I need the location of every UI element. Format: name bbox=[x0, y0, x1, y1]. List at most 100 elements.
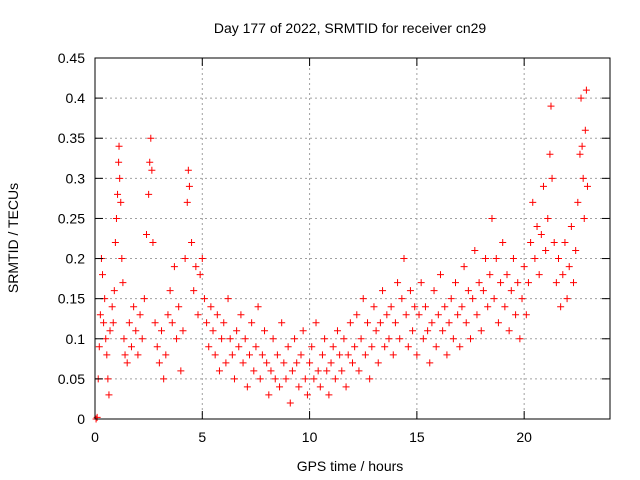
data-point bbox=[226, 335, 234, 343]
data-point bbox=[162, 351, 170, 359]
data-point bbox=[108, 303, 116, 311]
data-point bbox=[370, 303, 378, 311]
data-point bbox=[284, 343, 292, 351]
y-tick-label: 0 bbox=[77, 411, 85, 427]
data-point bbox=[96, 311, 104, 319]
data-point bbox=[462, 319, 470, 327]
data-point bbox=[501, 303, 509, 311]
data-point bbox=[254, 303, 262, 311]
data-point bbox=[288, 367, 296, 375]
data-point bbox=[194, 311, 202, 319]
data-point bbox=[406, 287, 414, 295]
data-point bbox=[445, 319, 453, 327]
data-point bbox=[430, 287, 438, 295]
data-point bbox=[125, 319, 133, 327]
data-point bbox=[143, 230, 150, 238]
y-tick-label: 0.3 bbox=[66, 170, 86, 186]
data-point bbox=[318, 351, 326, 359]
y-tick-label: 0.4 bbox=[66, 90, 86, 106]
data-point bbox=[327, 359, 335, 367]
data-point bbox=[415, 311, 423, 319]
data-point bbox=[507, 287, 515, 295]
data-point bbox=[351, 343, 359, 351]
data-point bbox=[239, 359, 247, 367]
data-point bbox=[419, 335, 427, 343]
data-point bbox=[228, 351, 236, 359]
data-point bbox=[198, 255, 206, 263]
data-point bbox=[404, 343, 412, 351]
y-tick-label: 0.1 bbox=[66, 331, 86, 347]
data-point bbox=[286, 399, 294, 407]
data-point bbox=[413, 351, 421, 359]
data-point bbox=[499, 239, 507, 247]
data-point bbox=[256, 375, 264, 383]
y-tick-label: 0.2 bbox=[66, 251, 86, 267]
data-point bbox=[581, 126, 589, 134]
data-point bbox=[503, 271, 511, 279]
y-axis-label: SRMTID / TECUs bbox=[5, 183, 21, 293]
data-point bbox=[185, 182, 193, 190]
data-point bbox=[218, 335, 226, 343]
data-point bbox=[361, 351, 369, 359]
data-point bbox=[109, 319, 117, 327]
axis-ticks: 0 0.05 0.1 0.15 0.2 0.25 0.3 0.35 0.4 0.45 0 5 10 15 2… bbox=[58, 50, 610, 445]
data-point bbox=[421, 303, 429, 311]
data-point bbox=[325, 391, 333, 399]
data-point bbox=[443, 351, 451, 359]
data-point bbox=[177, 367, 185, 375]
data-point bbox=[213, 311, 221, 319]
data-point bbox=[105, 391, 113, 399]
data-point bbox=[252, 343, 260, 351]
data-point bbox=[469, 295, 477, 303]
data-point bbox=[391, 319, 399, 327]
data-point bbox=[559, 271, 567, 279]
data-point bbox=[271, 375, 279, 383]
data-point bbox=[579, 174, 587, 182]
data-point bbox=[241, 335, 249, 343]
data-point bbox=[552, 279, 560, 287]
data-point bbox=[346, 319, 354, 327]
data-point bbox=[428, 319, 436, 327]
data-point bbox=[426, 359, 434, 367]
data-point bbox=[331, 375, 339, 383]
data-point bbox=[155, 359, 163, 367]
data-point bbox=[547, 102, 555, 110]
data-point bbox=[555, 255, 562, 263]
data-point bbox=[449, 335, 457, 343]
data-point bbox=[220, 319, 228, 327]
data-point bbox=[544, 214, 552, 222]
data-point bbox=[188, 239, 196, 247]
data-point bbox=[336, 351, 344, 359]
data-point bbox=[572, 247, 580, 255]
data-point bbox=[276, 383, 284, 391]
y-tick-label: 0.45 bbox=[58, 50, 85, 66]
data-point bbox=[115, 142, 123, 150]
data-point bbox=[111, 239, 119, 247]
data-point bbox=[114, 190, 122, 198]
data-point bbox=[529, 198, 537, 206]
data-point bbox=[512, 311, 520, 319]
data-point bbox=[402, 311, 410, 319]
data-point bbox=[246, 351, 253, 359]
data-point bbox=[486, 271, 494, 279]
data-point bbox=[140, 295, 148, 303]
data-point bbox=[184, 166, 192, 174]
data-point bbox=[158, 327, 166, 335]
data-point bbox=[460, 263, 468, 271]
data-point bbox=[269, 335, 277, 343]
data-point bbox=[258, 351, 266, 359]
data-point bbox=[383, 311, 391, 319]
data-point bbox=[117, 198, 125, 206]
data-point bbox=[250, 367, 258, 375]
data-point bbox=[479, 287, 487, 295]
data-point bbox=[488, 214, 496, 222]
data-point bbox=[312, 319, 320, 327]
data-point bbox=[116, 174, 124, 182]
data-point bbox=[441, 303, 449, 311]
data-point bbox=[291, 335, 299, 343]
data-point bbox=[477, 327, 485, 335]
data-point bbox=[505, 327, 513, 335]
data-point bbox=[132, 327, 140, 335]
data-point bbox=[349, 359, 356, 367]
